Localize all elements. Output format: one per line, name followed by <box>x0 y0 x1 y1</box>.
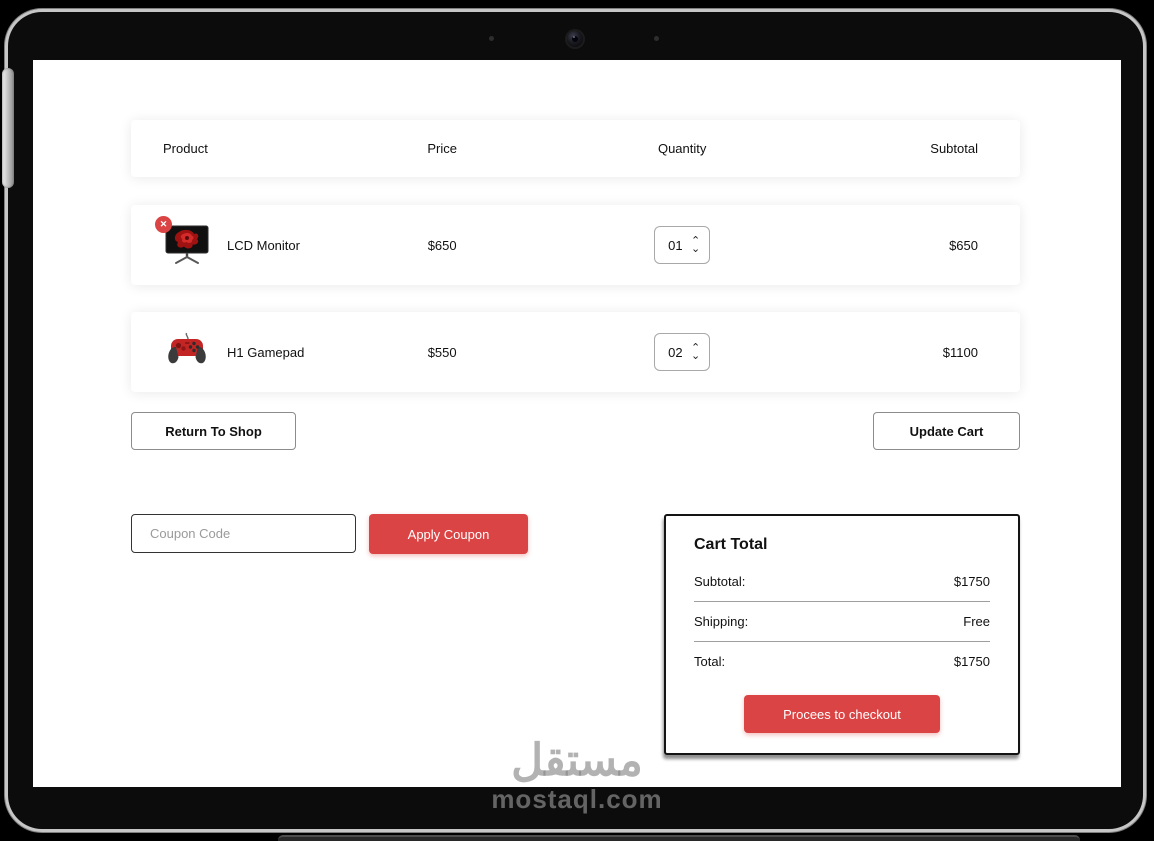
tablet-side-button <box>2 68 14 188</box>
cart-actions-row: Return To Shop Update Cart <box>131 412 1020 450</box>
coupon-group: Apply Coupon <box>131 514 528 554</box>
quantity-decrease-icon[interactable]: ⌄ <box>690 243 701 255</box>
product-name: H1 Gamepad <box>227 344 305 360</box>
product-price: $550 <box>427 344 457 360</box>
proximity-sensor-dot <box>654 36 659 41</box>
h1-gamepad-image <box>163 331 211 373</box>
tablet-screen: Product Price Quantity Subtotal <box>33 60 1121 787</box>
subtotal-value: $1750 <box>953 574 990 589</box>
column-header-product: Product <box>163 141 208 156</box>
camera-lens <box>572 36 578 42</box>
apply-coupon-button[interactable]: Apply Coupon <box>369 514 528 554</box>
product-subtotal: $650 <box>949 237 978 253</box>
proceed-to-checkout-button[interactable]: Procees to checkout <box>744 695 940 733</box>
quantity-stepper[interactable]: 01 ⌃ ⌄ <box>654 226 711 264</box>
light-sensor-dot <box>489 36 494 41</box>
quantity-increase-icon[interactable]: ⌃ <box>690 342 701 354</box>
shipping-label: Shipping: <box>694 614 749 629</box>
quantity-value: 02 <box>668 344 683 360</box>
shipping-row: Shipping: Free <box>694 602 990 642</box>
coupon-code-input[interactable] <box>131 514 356 553</box>
lcd-monitor-image: ✕ <box>155 216 211 266</box>
quantity-increase-icon[interactable]: ⌃ <box>690 235 701 247</box>
checkout-section: Apply Coupon Cart Total Subtotal: $1750 … <box>131 514 1020 755</box>
cart-row-h1-gamepad: H1 Gamepad $550 02 ⌃ ⌄ $1100 <box>131 312 1020 392</box>
cart-page: Product Price Quantity Subtotal <box>131 60 1020 755</box>
column-header-subtotal: Subtotal <box>930 141 978 156</box>
front-camera <box>567 31 583 47</box>
total-row: Total: $1750 <box>694 642 990 681</box>
subtotal-row: Subtotal: $1750 <box>694 562 990 602</box>
update-cart-button[interactable]: Update Cart <box>873 412 1020 450</box>
subtotal-label: Subtotal: <box>694 574 746 589</box>
remove-item-icon[interactable]: ✕ <box>155 216 172 233</box>
quantity-stepper[interactable]: 02 ⌃ ⌄ <box>654 333 711 371</box>
cart-table-header: Product Price Quantity Subtotal <box>131 120 1020 177</box>
product-name: LCD Monitor <box>227 237 300 253</box>
quantity-value: 01 <box>668 237 683 253</box>
cart-total-box: Cart Total Subtotal: $1750 Shipping: Fre… <box>664 514 1020 755</box>
total-value: $1750 <box>953 654 990 669</box>
total-label: Total: <box>694 654 726 669</box>
quantity-decrease-icon[interactable]: ⌄ <box>690 350 701 362</box>
camera-glint <box>573 36 575 38</box>
cart-row-lcd-monitor: ✕ LCD Monitor $650 01 ⌃ ⌄ $650 <box>131 205 1020 285</box>
cart-total-title: Cart Total <box>694 536 768 553</box>
column-header-quantity: Quantity <box>657 141 707 156</box>
column-header-price: Price <box>427 141 457 156</box>
product-price: $650 <box>427 237 457 253</box>
return-to-shop-button[interactable]: Return To Shop <box>131 412 296 450</box>
product-subtotal: $1100 <box>942 344 978 360</box>
keyboard-dock-edge <box>278 835 1080 841</box>
shipping-value: Free <box>963 614 990 629</box>
